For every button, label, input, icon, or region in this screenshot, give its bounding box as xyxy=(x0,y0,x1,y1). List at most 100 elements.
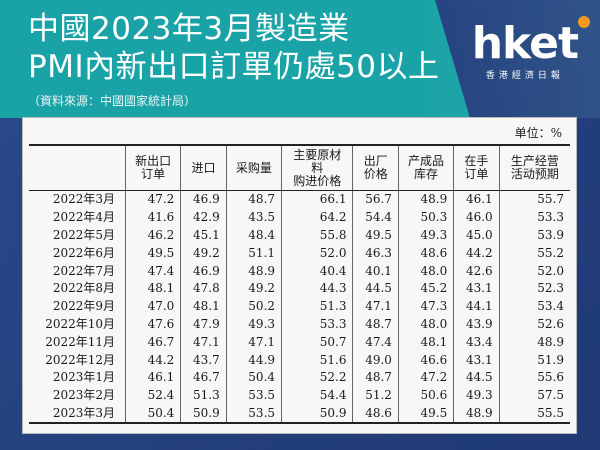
table-cell: 44.2 xyxy=(453,244,500,263)
table-cell: 49.2 xyxy=(225,279,282,298)
table-row: 2022年9月 47.0 48.1 50.2 51.3 47.1 47.3 44.1 53.4 xyxy=(29,297,570,316)
table-cell: 53.5 xyxy=(225,404,282,425)
row-month: 2022年9月 xyxy=(52,299,115,314)
page-title: 中國2023年3月製造業 PMI內新出口訂單仍處50以上 xyxy=(28,10,440,86)
logo-word: hket xyxy=(471,18,579,69)
title-line-1: 中國2023年3月製造業 xyxy=(28,11,350,47)
table-cell: 40.4 xyxy=(281,262,353,280)
table-cell: 43.5 xyxy=(225,208,282,227)
table-cell: 48.0 xyxy=(397,262,454,280)
table-cell: 49.0 xyxy=(352,351,399,369)
table-cell: 49.5 xyxy=(397,404,454,425)
header-line: 活动预期 xyxy=(510,167,559,181)
table-cell: 52.2 xyxy=(281,368,353,387)
table-cell: 48.0 xyxy=(397,315,454,334)
table-cell: 40.1 xyxy=(352,262,399,280)
table-cell: 48.1 xyxy=(180,297,227,316)
logo-wordmark: hket xyxy=(472,16,590,66)
table-cell: 51.2 xyxy=(352,386,399,405)
table-row: 2022年8月 48.1 47.8 49.2 44.3 44.5 45.2 43.1 52.3 xyxy=(29,279,570,298)
table-cell: 41.6 xyxy=(124,208,181,227)
table-cell: 55.2 xyxy=(498,244,570,263)
table-cell: 56.7 xyxy=(352,190,399,209)
header-cell: 生产经营 活动预期 xyxy=(498,144,570,191)
table-cell: 47.9 xyxy=(180,315,227,334)
table-row: 2022年6月 49.5 49.2 51.1 52.0 46.3 48.6 44.2 55.2 xyxy=(29,244,570,263)
table-row: 2022年4月 41.6 42.9 43.5 64.2 54.4 50.3 46.0 53.3 xyxy=(29,208,570,227)
header-cell: 在手 订单 xyxy=(453,144,500,191)
table-cell: 54.4 xyxy=(281,386,353,405)
row-month: 2022年3月 xyxy=(52,192,115,207)
row-month: 2022年11月 xyxy=(45,334,115,349)
header-line: 出厂 xyxy=(363,154,388,168)
table-cell: 47.4 xyxy=(352,333,399,352)
table-cell: 44.5 xyxy=(352,279,399,298)
table-cell: 43.1 xyxy=(453,279,500,298)
header-cell: 新出口 订单 xyxy=(124,144,181,191)
pmi-table: 新出口 订单 进口 采购量 主要原材料购进价格 出厂 价格 产成品 库存 在手 订单 生产经营 活动预期… xyxy=(29,144,570,425)
table-cell: 48.7 xyxy=(225,190,282,209)
hket-logo: hket 香港經濟日報 xyxy=(472,16,590,81)
table-cell: 50.4 xyxy=(225,368,282,387)
title-band-sheen xyxy=(0,0,600,118)
table-cell: 46.7 xyxy=(180,368,227,387)
table-cell: 49.3 xyxy=(453,386,500,405)
header-cell-blank xyxy=(29,144,126,191)
table-cell: 51.3 xyxy=(180,386,227,405)
table-cell: 47.1 xyxy=(225,333,282,352)
table-cell: 51.1 xyxy=(225,244,282,263)
table-row: 2022年11月 46.7 47.1 47.1 50.7 47.4 48.1 43.4 48.9 xyxy=(29,333,570,352)
table-cell: 50.4 xyxy=(124,404,181,425)
table-cell: 47.8 xyxy=(180,279,227,298)
row-month: 2023年1月 xyxy=(52,370,115,385)
table-cell: 53.4 xyxy=(498,297,570,316)
header-cell: 进口 xyxy=(180,144,227,191)
table-cell: 44.9 xyxy=(225,351,282,369)
table-cell: 50.7 xyxy=(281,333,353,352)
source-note: （資料來源：中國國家統計局） xyxy=(28,94,197,108)
table-cell: 47.4 xyxy=(124,262,181,280)
table-cell: 57.5 xyxy=(498,386,570,405)
table-cell: 55.6 xyxy=(498,368,570,387)
table-row: 2022年12月 44.2 43.7 44.9 51.6 49.0 46.6 43.1 51.9 xyxy=(29,351,570,369)
header-line: 价格 xyxy=(363,167,388,181)
row-month: 2023年2月 xyxy=(52,388,115,403)
header-cell: 产成品 库存 xyxy=(397,144,454,191)
header-line: 订单 xyxy=(464,167,489,181)
table-cell: 46.2 xyxy=(124,226,181,245)
table-cell: 48.7 xyxy=(352,315,399,334)
table-cell: 52.4 xyxy=(124,386,181,405)
header-line: 进口 xyxy=(191,160,216,175)
table-cell: 42.9 xyxy=(180,208,227,227)
table-row: 2022年5月 46.2 45.1 48.4 55.8 49.5 49.3 45.0 53.9 xyxy=(29,226,570,245)
row-month: 2022年7月 xyxy=(52,263,115,278)
table-cell: 42.6 xyxy=(453,262,500,280)
table-cell: 52.6 xyxy=(498,315,570,334)
header-line: 在手 xyxy=(464,154,489,168)
table-cell: 47.0 xyxy=(124,297,181,316)
table-cell: 43.1 xyxy=(453,351,500,369)
row-month: 2023年3月 xyxy=(29,404,126,425)
table-cell: 51.6 xyxy=(281,351,353,369)
table-cell: 55.5 xyxy=(498,404,570,425)
table-row: 2023年1月 46.1 46.7 50.4 52.2 48.7 47.2 44.5 55.6 xyxy=(29,368,570,387)
table-row: 2022年10月 47.6 47.9 49.3 53.3 48.7 48.0 43.9 52.6 xyxy=(29,315,570,334)
table-cell: 44.1 xyxy=(453,297,500,316)
table-cell: 48.1 xyxy=(397,333,454,352)
table-cell: 46.9 xyxy=(180,262,227,280)
table-cell: 45.2 xyxy=(397,279,454,298)
table-cell: 46.3 xyxy=(352,244,399,263)
table-cell: 47.2 xyxy=(397,368,454,387)
table-cell: 49.3 xyxy=(397,226,454,245)
header-cell: 主要原材料购进价格 xyxy=(281,144,353,191)
table-cell: 45.1 xyxy=(180,226,227,245)
table-cell: 44.5 xyxy=(453,368,500,387)
table-cell: 55.7 xyxy=(498,190,570,209)
table-cell: 48.7 xyxy=(352,368,399,387)
table-cell: 46.7 xyxy=(124,333,181,352)
table-cell: 48.9 xyxy=(498,333,570,352)
table-cell: 44.3 xyxy=(281,279,353,298)
table-body: 2022年3月 47.2 46.9 48.7 66.1 56.7 48.9 46.1 55.7 2… xyxy=(29,190,570,425)
table-row: 2023年3月 50.4 50.9 53.5 50.9 48.6 49.5 48.9 55.5 xyxy=(29,404,570,425)
table-cell: 51.3 xyxy=(281,297,353,316)
